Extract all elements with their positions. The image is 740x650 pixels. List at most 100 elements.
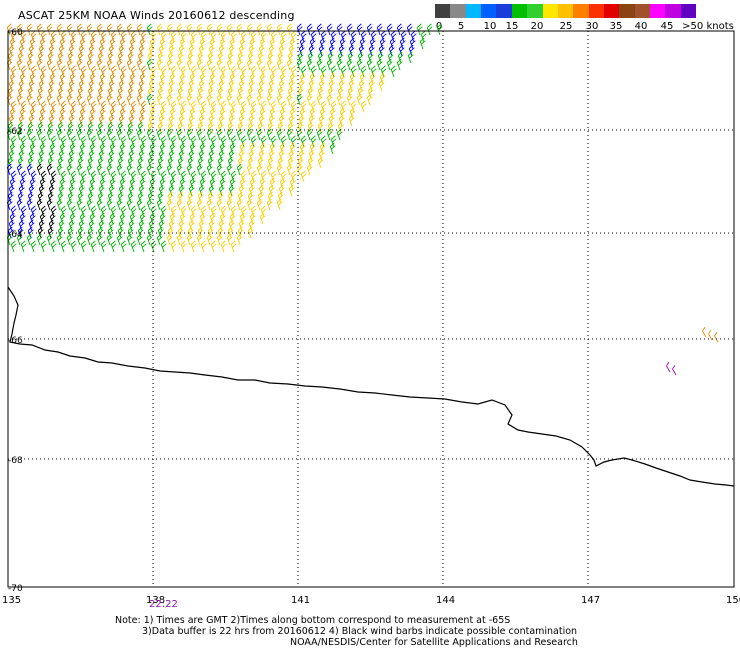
- wind-barb-staff: [380, 34, 385, 43]
- wind-barb-feather: [190, 100, 196, 105]
- wind-barb-feather: [247, 96, 253, 101]
- wind-barb-feather: [240, 75, 246, 80]
- wind-barb-feather: [89, 37, 95, 42]
- wind-barb-feather: [149, 37, 155, 42]
- wind-barb: [186, 163, 193, 176]
- wind-barb-feather: [180, 110, 186, 115]
- wind-barb-staff: [387, 55, 392, 64]
- wind-barb-feather: [19, 107, 25, 112]
- wind-barb: [247, 86, 254, 99]
- wind-barb-feather: [248, 79, 254, 84]
- wind-barb-feather: [67, 96, 73, 101]
- wind-barb-feather: [348, 44, 354, 49]
- wind-barb-staff: [150, 69, 155, 78]
- wind-barb-staff: [298, 48, 303, 57]
- wind-barb: [310, 65, 317, 78]
- wind-barb-feather: [320, 65, 326, 70]
- wind-barb-staff: [99, 76, 104, 85]
- wind-barb-feather: [231, 243, 237, 248]
- wind-barb-feather: [49, 37, 55, 42]
- wind-barb-feather: [66, 23, 72, 28]
- wind-barb-feather: [199, 47, 205, 52]
- wind-barb-staff: [249, 76, 254, 85]
- wind-barb-staff: [20, 69, 25, 78]
- wind-barb: [250, 65, 257, 78]
- wind-barb-feather: [20, 110, 26, 115]
- wind-barb: [189, 107, 196, 120]
- wind-barb-feather: [79, 107, 85, 112]
- wind-barb-feather: [246, 23, 252, 28]
- wind-barb-feather: [180, 240, 186, 245]
- wind-barb-feather: [120, 100, 126, 105]
- wind-barb-feather: [158, 89, 164, 94]
- wind-barb-staff: [359, 76, 364, 85]
- wind-barb-feather: [260, 65, 266, 70]
- wind-barb-feather: [227, 86, 233, 91]
- wind-barb: [108, 44, 115, 57]
- wind-barb-feather: [301, 103, 307, 108]
- wind-barb-feather: [241, 68, 247, 73]
- legend-label: 25: [559, 21, 573, 32]
- wind-barb: [126, 58, 133, 71]
- wind-barb-feather: [130, 65, 136, 70]
- wind-barb-staff: [176, 62, 181, 71]
- wind-barb-feather: [76, 93, 82, 98]
- wind-barb: [260, 65, 267, 78]
- wind-barb: [346, 23, 353, 36]
- wind-barb-feather: [126, 58, 132, 63]
- wind-barb: [216, 58, 223, 71]
- wind-barb-feather: [290, 65, 296, 70]
- wind-barb-staff: [379, 76, 384, 85]
- wind-barb-feather: [319, 37, 325, 42]
- wind-barb-feather: [137, 96, 143, 101]
- wind-barb-staff: [218, 83, 223, 92]
- wind-barb-feather: [140, 170, 146, 175]
- wind-barb-feather: [67, 26, 73, 31]
- wind-barb: [188, 79, 195, 92]
- wind-barb: [259, 107, 266, 120]
- wind-barb-feather: [191, 138, 197, 143]
- wind-barb-feather: [280, 40, 286, 45]
- wind-barb-staff: [199, 41, 204, 50]
- wind-barb-feather: [118, 44, 124, 49]
- wind-barb-staff: [10, 69, 15, 78]
- wind-barb-feather: [296, 23, 302, 28]
- wind-barb-feather: [239, 72, 245, 77]
- wind-barb-feather: [9, 82, 15, 87]
- wind-barb: [136, 58, 143, 71]
- wind-barb-feather: [10, 65, 16, 70]
- wind-barb-staff: [337, 90, 342, 99]
- wind-barb-feather: [321, 68, 327, 73]
- wind-barb-feather: [208, 79, 214, 84]
- wind-barb-staff: [190, 34, 195, 43]
- wind-barb-feather: [298, 89, 304, 94]
- wind-barb: [36, 233, 43, 246]
- wind-barb-staff: [167, 90, 172, 99]
- wind-barb-feather: [256, 93, 262, 98]
- wind-barb-feather: [201, 103, 207, 108]
- wind-barb-feather: [151, 243, 157, 248]
- wind-barb-staff: [96, 62, 101, 71]
- wind-barb-feather: [9, 117, 15, 122]
- wind-barb-feather: [259, 47, 265, 52]
- wind-barb-staff: [166, 62, 171, 71]
- wind-barb-feather: [119, 82, 125, 87]
- wind-barb: [269, 72, 276, 85]
- wind-barb: [146, 128, 153, 141]
- wind-barb: [217, 51, 224, 64]
- wind-barb-feather: [51, 243, 57, 248]
- wind-barb-feather: [218, 79, 224, 84]
- wind-barb: [316, 58, 323, 71]
- wind-barb: [70, 100, 77, 113]
- wind-barb: [190, 100, 197, 113]
- wind-barb-feather: [127, 86, 133, 91]
- wind-barb: [76, 93, 83, 106]
- wind-barb-feather: [76, 23, 82, 28]
- wind-barb: [390, 65, 397, 78]
- wind-barb-staff: [69, 76, 74, 85]
- wind-barb: [138, 44, 145, 57]
- wind-barb: [139, 107, 146, 120]
- wind-barb-feather: [189, 82, 195, 87]
- wind-barb-staff: [128, 118, 133, 127]
- wind-barb-feather: [269, 107, 275, 112]
